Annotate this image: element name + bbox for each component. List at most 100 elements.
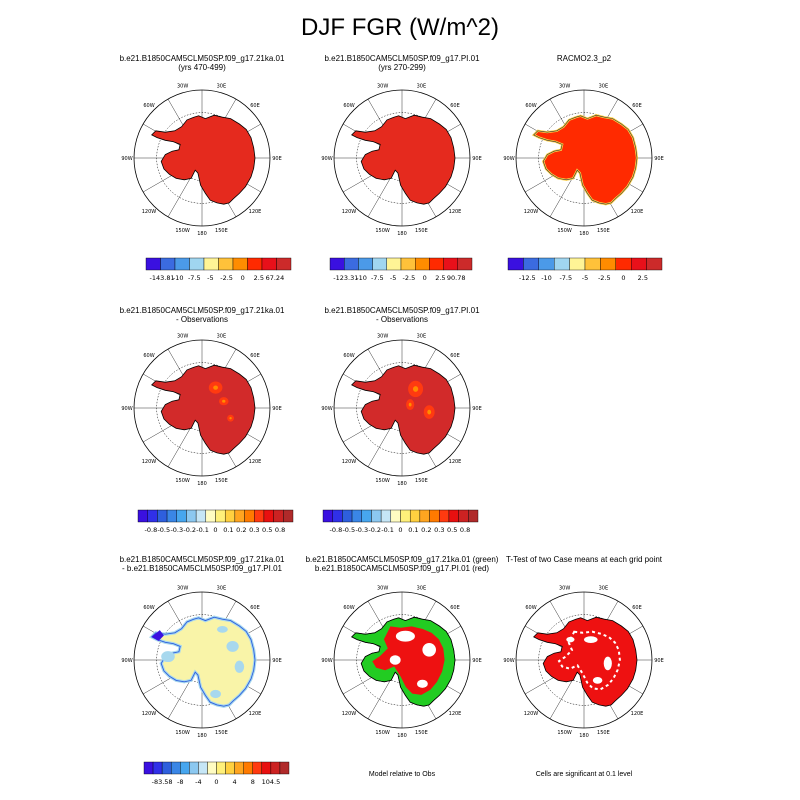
colorbar-swatch xyxy=(439,509,450,523)
colorbar-swatch xyxy=(468,509,479,523)
panel-title-line: (yrs 470-499) xyxy=(178,62,226,72)
colorbar-label: -0.1 xyxy=(196,526,209,534)
panel-title-line: b.e21.B1850CAM5CLM50SP.f09_g17.21ka.01 xyxy=(119,54,285,63)
longitude-label: 90E xyxy=(472,156,482,162)
longitude-label: 120W xyxy=(342,711,357,717)
colorbar-swatch xyxy=(270,761,281,775)
longitude-label: 60W xyxy=(525,605,536,611)
panel-title-p2: b.e21.B1850CAM5CLM50SP.f09_g17.PI.01 (yrs… xyxy=(277,54,527,72)
longitude-label: 30W xyxy=(377,585,388,591)
colorbar-swatch xyxy=(458,509,469,523)
colorbar-label: 8 xyxy=(251,778,255,786)
coastline xyxy=(351,616,456,707)
colorbar-label: 4 xyxy=(233,778,237,786)
colorbar-label: 2.5 xyxy=(254,274,264,282)
colorbar-label: 0.3 xyxy=(249,526,259,534)
longitude-label: 150W xyxy=(557,228,572,234)
map-p8: 30W 30E 60W 60E 90W 90E 120W 120E 150W 150E 180 xyxy=(503,585,663,739)
panel-title-line: b.e21.B1850CAM5CLM50SP.f09_g17.21ka.01 (… xyxy=(305,555,499,564)
colorbar-swatch xyxy=(203,257,219,271)
panel-title-line: b.e21.B1850CAM5CLM50SP.f09_g17.21ka.01 xyxy=(119,306,285,315)
longitude-label: 150E xyxy=(415,730,428,736)
colorbar-label: -0.1 xyxy=(381,526,394,534)
colorbar-label: 0 xyxy=(214,778,218,786)
colorbar-swatch xyxy=(409,509,421,523)
longitude-label: 30E xyxy=(217,83,227,89)
longitude-label: 30E xyxy=(417,83,427,89)
colorbar-swatch xyxy=(329,257,345,271)
colorbar-label: 104.5 xyxy=(262,778,281,786)
colorbar-swatch xyxy=(207,761,217,775)
longitude-label: 120E xyxy=(449,459,462,465)
longitude-label: 150E xyxy=(215,478,228,484)
longitude-label: 30E xyxy=(417,585,427,591)
longitude-label: 30W xyxy=(559,83,570,89)
longitude-label: 150E xyxy=(215,228,228,234)
colorbar-label: -4 xyxy=(195,778,201,786)
longitude-label: 180 xyxy=(579,733,589,739)
panel-note-p8: Cells are significant at 0.1 level xyxy=(535,771,633,778)
gap-patch xyxy=(416,679,428,688)
colorbar-swatch xyxy=(244,509,255,523)
map-p3: 30W 30E 60W 60E 90W 90E 120W 120E 150W 150E 180 xyxy=(503,83,663,237)
panel-title-p1: b.e21.B1850CAM5CLM50SP.f09_g17.21ka.01 (y… xyxy=(77,54,327,72)
colorbar-swatch xyxy=(400,257,416,271)
longitude-label: 90W xyxy=(321,658,332,664)
longitude-label: 90W xyxy=(121,406,132,412)
colorbar-p2: -123.31-10 -7.5 -5 -2.5 0 2.5 90.78 xyxy=(329,257,473,282)
longitude-label: 30E xyxy=(599,585,609,591)
colorbar-swatch xyxy=(386,257,402,271)
colorbar-label: -0.5 xyxy=(157,526,170,534)
colorbar-swatch xyxy=(261,257,277,271)
colorbar-swatch xyxy=(198,761,208,775)
colorbar-label: -0.3 xyxy=(170,526,183,534)
longitude-label: 60W xyxy=(343,103,354,109)
panel-note-p7: Model relative to Obs xyxy=(368,771,436,778)
insignificant-patch xyxy=(584,636,598,643)
longitude-label: 180 xyxy=(579,231,589,237)
colorbar-swatch xyxy=(344,257,359,271)
longitude-label: 180 xyxy=(397,733,407,739)
colorbar-label: -0.8 xyxy=(330,526,343,534)
panel-title-line: T-Test of two Case means at each grid po… xyxy=(505,555,663,564)
longitude-label: 60E xyxy=(450,103,460,109)
peninsula-bias-patch xyxy=(151,630,164,641)
colorbar-swatch xyxy=(569,257,586,271)
colorbar-swatch xyxy=(276,257,292,271)
colorbar-swatch xyxy=(457,257,473,271)
pi-region xyxy=(372,626,445,695)
panel-title-line: - Observations xyxy=(175,314,229,324)
colorbar-swatch xyxy=(332,509,343,523)
longitude-label: 30E xyxy=(417,333,427,339)
colorbar-swatch xyxy=(252,761,263,775)
longitude-label: 120E xyxy=(249,711,262,717)
colorbar-swatch xyxy=(189,257,205,271)
longitude-label: 120E xyxy=(249,459,262,465)
longitude-label: 30W xyxy=(377,83,388,89)
panel-title-p6: b.e21.B1850CAM5CLM50SP.f09_g17.21ka.01- … xyxy=(77,555,327,573)
longitude-label: 30W xyxy=(177,333,188,339)
map-p2: 30W 30E 60W 60E 90W 90E 120W 120E 150W 150E 180 xyxy=(321,83,482,236)
gap-patch xyxy=(395,630,415,642)
longitude-label: 60W xyxy=(343,353,354,359)
longitude-label: 30E xyxy=(599,83,609,89)
colorbar-swatch xyxy=(186,509,197,523)
longitude-label: 90W xyxy=(503,156,514,162)
longitude-label: 90E xyxy=(272,658,282,664)
colorbar-swatch xyxy=(218,257,234,271)
colorbar-p5: -0.8 -0.5 -0.3 -0.2 -0.1 0 0.1 0.2 0.3 0.5 0.8 xyxy=(322,509,479,534)
colorbar-swatch xyxy=(429,509,440,523)
longitude-label: 90W xyxy=(121,156,132,162)
colorbar-label: -10 xyxy=(541,274,552,282)
colorbar-swatch xyxy=(429,257,444,271)
colorbar-label: 67.24 xyxy=(266,274,285,282)
continent-fill xyxy=(351,114,456,205)
longitude-label: 120W xyxy=(524,711,539,717)
colorbar-label: -5 xyxy=(207,274,213,282)
colorbar-swatch xyxy=(448,509,459,523)
longitude-label: 150W xyxy=(175,478,190,484)
colorbar-swatch xyxy=(137,509,148,523)
anomaly-core xyxy=(408,402,412,407)
longitude-label: 30E xyxy=(217,333,227,339)
colorbar-swatch xyxy=(400,509,411,523)
